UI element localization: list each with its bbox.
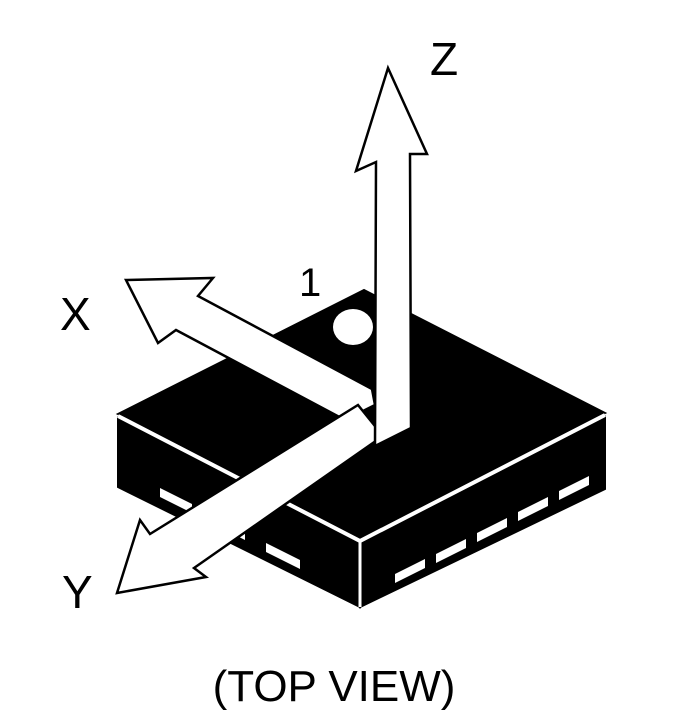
pad	[436, 539, 466, 563]
pad	[559, 476, 589, 500]
view-caption: (TOP VIEW)	[213, 662, 456, 711]
x-axis-label: X	[60, 288, 91, 340]
pad	[160, 488, 192, 513]
z-axis-label: Z	[430, 33, 458, 85]
pad	[266, 543, 300, 569]
pad	[395, 559, 425, 583]
z-axis-arrow	[353, 64, 429, 449]
right-pads	[395, 476, 589, 583]
pad	[477, 518, 507, 542]
x-axis-arrow	[123, 276, 377, 422]
pin-one-dot	[333, 309, 373, 345]
pad	[518, 497, 548, 521]
y-axis-arrow	[115, 403, 385, 595]
pin-one-label: 1	[299, 261, 321, 305]
y-axis-label: Y	[62, 566, 93, 618]
